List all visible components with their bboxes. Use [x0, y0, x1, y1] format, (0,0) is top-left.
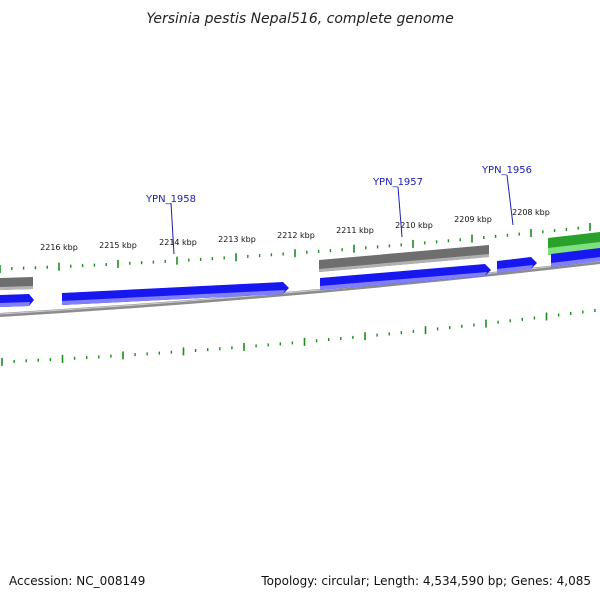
gene-leader-line: [397, 186, 403, 238]
gene-labels: YPN_1958 YPN_1957 YPN_1956: [145, 165, 532, 255]
accession-label: Accession: NC_008149: [9, 574, 146, 588]
outer-tick-ring: [0, 222, 591, 273]
gene-leader-line: [170, 202, 175, 255]
scale-label: 2216 kbp: [40, 243, 78, 252]
scale-label: 2211 kbp: [336, 226, 374, 235]
gene-leader-line: [506, 174, 514, 226]
scale-label: 2212 kbp: [277, 231, 315, 240]
scale-label: 2215 kbp: [99, 241, 137, 250]
scale-label: 2209 kbp: [454, 215, 492, 224]
inner-tick-ring: [1, 309, 596, 366]
scale-label: 2214 kbp: [159, 238, 197, 247]
scale-labels: 2216 kbp 2215 kbp 2214 kbp 2213 kbp 2212…: [40, 208, 550, 252]
gene-label-ypn1957: YPN_1957: [372, 177, 423, 188]
genome-stats-label: Topology: circular; Length: 4,534,590 bp…: [261, 574, 591, 588]
genome-backbone: [0, 260, 600, 317]
scale-label: 2208 kbp: [512, 208, 550, 217]
scale-label: 2213 kbp: [218, 235, 256, 244]
forward-cds-features: [0, 248, 600, 307]
gene-label-ypn1956: YPN_1956: [481, 165, 532, 176]
reverse-features: [0, 232, 600, 290]
map-title: Yersinia pestis Nepal516, complete genom…: [146, 11, 453, 27]
gene-label-ypn1958: YPN_1958: [145, 194, 196, 205]
scale-label: 2210 kbp: [395, 221, 433, 230]
